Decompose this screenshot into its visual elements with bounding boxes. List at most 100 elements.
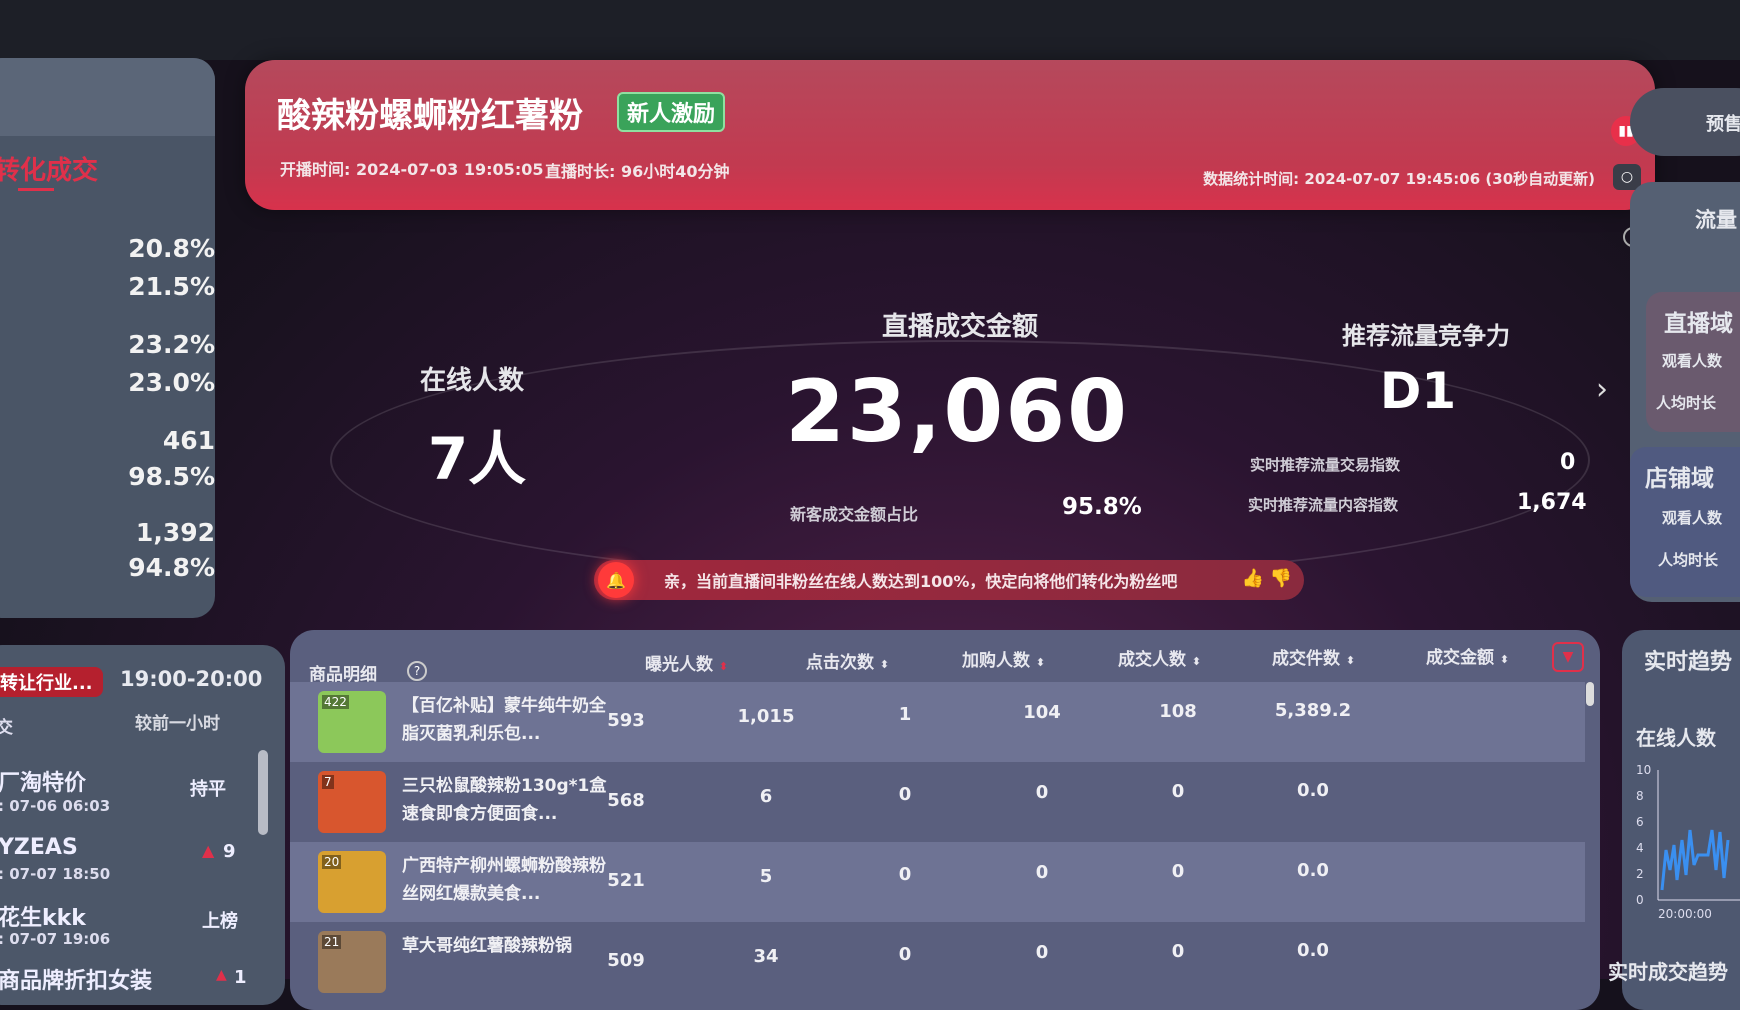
rec-trade-value: 0 xyxy=(1560,450,1576,475)
cell-value: 0 xyxy=(1171,941,1185,962)
cell-value: 521 xyxy=(607,870,645,891)
fan-conversion-alert: 🔔 亲，当前直播间非粉丝在线人数达到100%，快定向将他们转化为粉丝吧 👍 👎 xyxy=(594,560,1304,600)
cell-value: 34 xyxy=(753,946,779,967)
rank-up-icon: ▲ xyxy=(216,967,227,983)
chevron-right-icon[interactable]: › xyxy=(1596,372,1608,407)
table-row[interactable]: 20 广西特产柳州螺蛳粉酸辣粉丝网红爆款美食... 521 5 0 0 0 0.0 xyxy=(290,842,1585,922)
product-thumbnail[interactable]: 20 xyxy=(318,851,386,913)
realtime-trend-panel: 实时趋势 在线人数 10 8 6 4 2 0 20:00:00 实时成交趋势 xyxy=(1608,630,1740,1010)
thumbs-up-icon[interactable]: 👍 xyxy=(1241,568,1264,589)
cell-value: 0 xyxy=(898,864,912,885)
product-thumbnail[interactable]: 422 xyxy=(318,691,386,753)
tab-conversion[interactable]: 转化成交 xyxy=(0,156,99,186)
product-name[interactable]: 【百亿补贴】蒙牛纯牛奶全脂灭菌乳利乐包... xyxy=(402,696,606,744)
table-title: 商品明细 xyxy=(309,665,377,685)
shop-domain-label: 店铺域 xyxy=(1645,466,1714,492)
column-clicks[interactable]: 点击次数 ⬍ xyxy=(806,653,890,673)
table-row[interactable]: 422 【百亿补贴】蒙牛纯牛奶全脂灭菌乳利乐包... 593 1,015 1 104 108… xyxy=(290,682,1585,762)
ranking-panel: 转让行业... 19:00-20:00 交 较前一小时 厂淘特价 : 07-06… xyxy=(0,645,285,1005)
rec-content-value: 1,674 xyxy=(1517,490,1587,515)
traffic-title: 流量 xyxy=(1695,208,1737,232)
column-gmv[interactable]: 成交金额 ⬍ xyxy=(1426,648,1510,668)
cell-value: 5 xyxy=(759,866,773,887)
y-tick-label: 2 xyxy=(1636,867,1644,881)
product-rank: 20 xyxy=(322,855,342,869)
online-label: 在线人数 xyxy=(419,366,525,396)
metric-value: 23.0% xyxy=(128,368,215,397)
rank-up-icon: ▲ xyxy=(202,841,215,860)
cell-value: 593 xyxy=(607,710,645,731)
cell-value: 1,015 xyxy=(737,706,795,727)
sort-icon[interactable]: ⬍ xyxy=(1191,655,1202,668)
product-thumbnail[interactable]: 21 xyxy=(318,931,386,993)
new-incentive-badge[interactable]: 新人激励 xyxy=(617,92,726,132)
live-domain-label: 直播域 xyxy=(1664,311,1733,337)
live-domain-card[interactable]: 直播域 观看人数 人均时长 xyxy=(1646,292,1740,432)
help-icon[interactable]: ? xyxy=(407,661,427,681)
watch-label: 观看人数 xyxy=(1662,352,1723,370)
deal-trend-label: 实时成交趋势 xyxy=(1608,960,1728,984)
column-label: 交 xyxy=(0,718,13,738)
rank-name[interactable]: YZEAS xyxy=(0,835,78,860)
traffic-panel: 流量 直播域 观看人数 人均时长 店铺域 观看人数 人均时长 xyxy=(1630,182,1740,602)
sort-icon[interactable]: ⬍ xyxy=(1499,653,1510,666)
table-row[interactable]: 7 三只松鼠酸辣粉130g*1盒速食即食方便面食... 568 6 0 0 0 0.0 xyxy=(290,762,1585,842)
sort-icon[interactable]: ⬍ xyxy=(1035,656,1046,669)
rec-trade-label: 实时推荐流量交易指数 xyxy=(1250,456,1401,474)
presale-button[interactable]: 预售 xyxy=(1630,88,1740,156)
product-rank: 21 xyxy=(322,935,342,949)
column-buyers[interactable]: 成交人数 ⬍ xyxy=(1118,650,1202,670)
y-tick-label: 6 xyxy=(1636,815,1644,829)
industry-tag[interactable]: 转让行业... xyxy=(0,667,103,697)
y-tick-label: 0 xyxy=(1636,893,1644,907)
trend-line xyxy=(1660,829,1730,891)
sort-icon[interactable]: ⬍ xyxy=(879,658,890,671)
column-add-cart[interactable]: 加购人数 ⬍ xyxy=(962,651,1046,671)
metric-value: 461 xyxy=(162,426,215,455)
rank-name[interactable]: 花生kkk xyxy=(0,906,86,931)
cell-value: 0 xyxy=(1035,782,1049,803)
rank-time: : 07-07 19:06 xyxy=(0,930,111,948)
time-range: 19:00-20:00 xyxy=(120,667,263,691)
product-name[interactable]: 三只松鼠酸辣粉130g*1盒速食即食方便面食... xyxy=(402,776,607,824)
top-bar xyxy=(0,0,1740,60)
metric-value: 21.5% xyxy=(128,272,215,301)
table-row[interactable]: 21 草大哥纯红薯酸辣粉锅 509 34 0 0 0 0.0 xyxy=(290,922,1585,1002)
metric-value: 94.8% xyxy=(128,553,215,582)
column-label: 较前一小时 xyxy=(135,714,220,734)
cell-value: 568 xyxy=(607,790,645,811)
cell-value: 0.0 xyxy=(1297,780,1329,801)
expand-dropdown-icon[interactable]: ▼ xyxy=(1552,642,1584,672)
product-rank: 422 xyxy=(322,695,349,709)
stat-time: 数据统计时间: 2024-07-07 19:45:06 (30秒自动更新) xyxy=(1203,170,1595,188)
cell-value: 0.0 xyxy=(1297,860,1329,881)
shop-domain-card[interactable]: 店铺域 观看人数 人均时长 xyxy=(1630,447,1740,597)
scrollbar[interactable] xyxy=(258,750,268,835)
rank-name[interactable]: 厂淘特价 xyxy=(0,771,87,796)
sort-icon[interactable]: ⬍ xyxy=(1345,654,1356,667)
cell-value: 0.0 xyxy=(1297,940,1329,961)
refresh-icon[interactable]: ○ xyxy=(1613,164,1641,190)
cell-value: 0 xyxy=(1035,862,1049,883)
cell-value: 108 xyxy=(1159,701,1197,722)
product-name[interactable]: 草大哥纯红薯酸辣粉锅 xyxy=(402,936,572,956)
product-table: 商品明细 ? 曝光人数 ⬍ 点击次数 ⬍ 加购人数 ⬍ 成交人数 ⬍ 成交件数 … xyxy=(290,630,1600,1010)
product-thumbnail[interactable]: 7 xyxy=(318,771,386,833)
cell-value: 0 xyxy=(1171,861,1185,882)
cell-value: 0 xyxy=(898,784,912,805)
y-tick-label: 4 xyxy=(1636,841,1644,855)
cell-value: 0 xyxy=(1035,942,1049,963)
gmv-label: 直播成交金额 xyxy=(881,312,1039,342)
trend-online-label: 在线人数 xyxy=(1636,726,1716,750)
left-metrics-panel: 转化成交 20.8% 21.5% 23.2% 23.0% 461 98.5% 1… xyxy=(0,58,215,618)
column-exposure[interactable]: 曝光人数 ⬍ xyxy=(645,655,729,675)
online-value: 7人 xyxy=(427,425,527,493)
rank-name[interactable]: 商品牌折扣女装 xyxy=(0,969,153,994)
column-units[interactable]: 成交件数 ⬍ xyxy=(1272,649,1356,669)
product-rank: 7 xyxy=(322,775,334,789)
product-name[interactable]: 广西特产柳州螺蛳粉酸辣粉丝网红爆款美食... xyxy=(402,856,606,904)
alert-text: 亲，当前直播间非粉丝在线人数达到100%，快定向将他们转化为粉丝吧 xyxy=(664,572,1178,591)
thumbs-down-icon[interactable]: 👎 xyxy=(1269,568,1292,589)
scrollbar[interactable] xyxy=(1586,682,1594,706)
sort-icon[interactable]: ⬍ xyxy=(718,660,729,673)
